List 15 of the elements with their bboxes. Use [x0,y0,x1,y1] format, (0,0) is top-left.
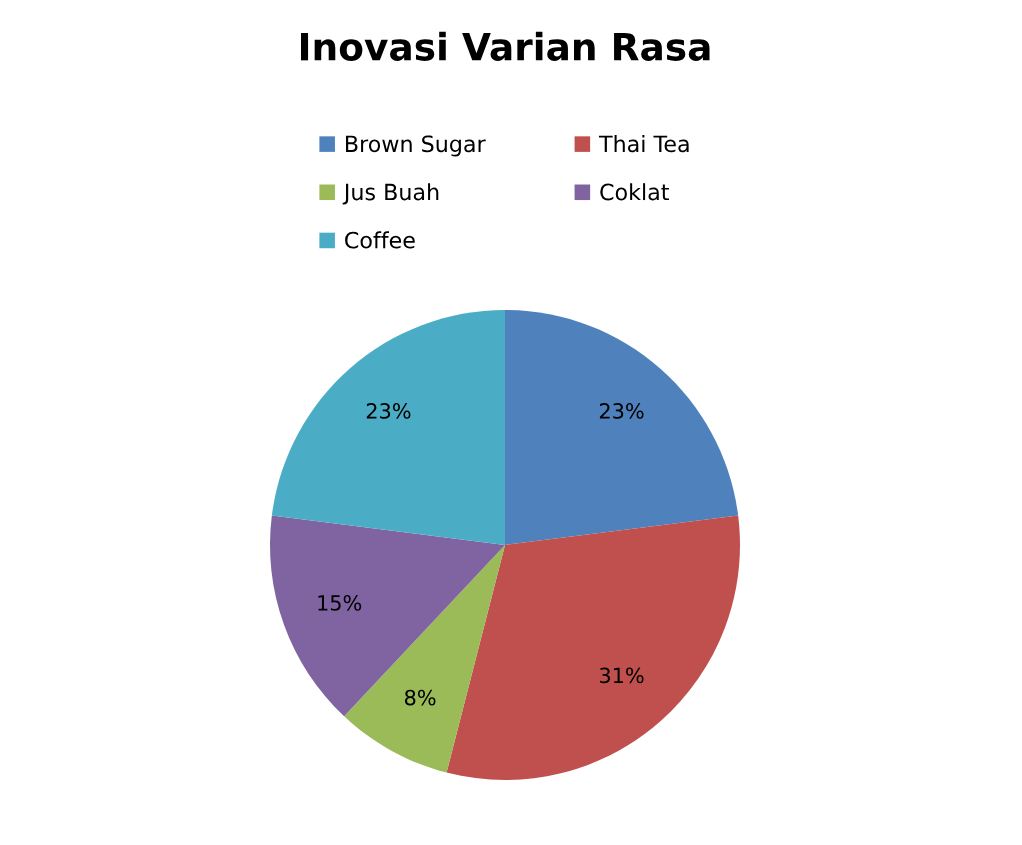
chart-title: Inovasi Varian Rasa [301,31,710,61]
pie-slice [505,310,739,545]
legend-label: Coklat [600,183,669,201]
pie-slice [446,515,740,780]
data-label: 8% [404,689,436,706]
data-label: 23% [599,403,644,419]
legend-label: Jus Buah [342,183,439,205]
legend-label: Thai Tea [598,135,689,153]
data-label: 15% [318,594,362,611]
pie-slice [270,515,505,717]
legend-label: Brown Sugar [346,135,486,157]
legend-label: Coffee [345,231,415,249]
pie-slice [271,310,505,545]
data-label: 23% [366,403,411,419]
data-label: 31% [599,667,644,684]
